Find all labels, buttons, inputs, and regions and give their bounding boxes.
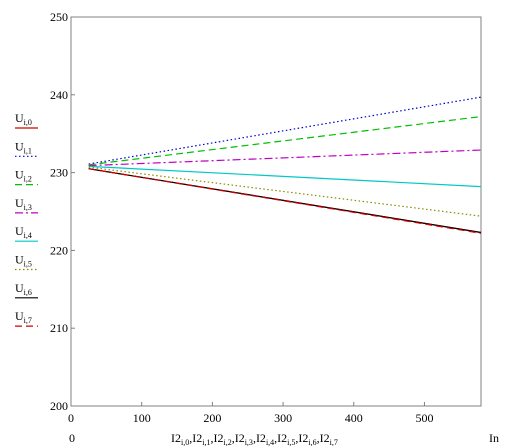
series-lines (88, 96, 482, 234)
x-axis-min-label: 0 (69, 431, 75, 445)
x-axis-max-label: In (489, 431, 499, 445)
y-tick-label: 240 (50, 88, 68, 102)
x-tick-label: 0 (68, 411, 74, 425)
x-axis-ticks: 0 100 200 300 400 500 (68, 402, 433, 425)
legend-entry-label: Ui,6 (15, 281, 32, 297)
series-line-u-i-3 (88, 149, 482, 167)
legend-entry-label: Ui,0 (15, 111, 32, 127)
legend-entry-label: Ui,4 (15, 224, 32, 240)
y-tick-label: 200 (50, 399, 68, 413)
x-tick-label: 500 (415, 411, 433, 425)
y-tick-label: 210 (50, 321, 68, 335)
legend-entry-label: Ui,7 (15, 309, 32, 325)
y-tick-label: 250 (50, 10, 68, 24)
series-line-u-i-7 (88, 168, 482, 234)
legend-entry-label: Ui,1 (15, 139, 32, 155)
series-line-u-i-1 (88, 96, 482, 165)
legend-entry-label: Ui,3 (15, 196, 32, 212)
y-tick-label: 220 (50, 243, 68, 257)
legend: Ui,0 Ui,1 Ui,2 Ui,3 Ui,4 Ui,5 Ui,6 Ui,7 (15, 111, 38, 327)
plot-frame (70, 16, 482, 407)
series-line-u-i-5 (88, 166, 482, 217)
x-tick-label: 200 (203, 411, 221, 425)
x-tick-label: 100 (133, 411, 151, 425)
y-axis-ticks: 200 210 220 230 240 250 (50, 10, 75, 413)
y-tick-label: 230 (50, 166, 68, 180)
x-axis-label: I2i,0,I2i,1,I2i,2,I2i,3,I2i,4,I2i,5,I2i,… (171, 431, 338, 447)
x-tick-label: 300 (274, 411, 292, 425)
series-line-u-i-4 (88, 165, 482, 188)
legend-entry-label: Ui,2 (15, 168, 32, 184)
x-tick-label: 400 (345, 411, 363, 425)
legend-entry-label: Ui,5 (15, 253, 32, 269)
